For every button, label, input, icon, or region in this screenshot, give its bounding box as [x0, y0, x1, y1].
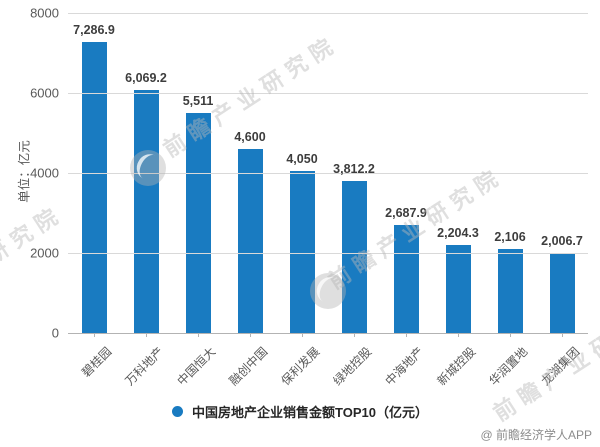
- y-axis-tick-label: 4000: [30, 165, 59, 181]
- y-axis-tick-label: 0: [51, 325, 59, 341]
- bar-slot: 2,106 华润置地: [484, 13, 536, 389]
- x-axis-label: 碧桂园: [78, 344, 115, 380]
- gridline: [68, 253, 588, 254]
- x-axis-tick: [198, 333, 199, 337]
- x-axis-label: 中海地产: [382, 344, 427, 389]
- x-axis-tick: [146, 333, 147, 337]
- bar-slot: 2,204.3 新城控股: [432, 13, 484, 388]
- bar-value-label: 4,600: [234, 130, 266, 144]
- bar-value-label: 2,204.3: [437, 225, 479, 240]
- x-axis-label: 绿地控股: [330, 344, 375, 389]
- bar: [445, 244, 471, 333]
- bar: [497, 248, 523, 333]
- gridline: [68, 93, 588, 94]
- x-axis-tick: [510, 333, 511, 337]
- bar: [341, 180, 367, 333]
- legend: 中国房地产企业销售金额TOP10（亿元）: [0, 402, 600, 421]
- y-axis-tick-label: 2000: [30, 245, 59, 261]
- bar: [133, 90, 159, 333]
- bar-value-label: 5,511: [182, 93, 214, 108]
- x-axis-tick: [458, 333, 459, 337]
- bar: [393, 225, 419, 333]
- bars-row: 7,286.9 碧桂园 6,069.2 万科地产 5,511 中国恒大 4,600 融创中国 4…: [68, 13, 588, 389]
- x-axis-tick: [250, 333, 251, 337]
- bar-slot: 5,511 中国恒大: [172, 13, 224, 389]
- bar-value-label: 2,687.9: [385, 206, 427, 221]
- bar: [549, 252, 575, 333]
- x-axis-label: 中国恒大: [174, 344, 219, 389]
- legend-marker-icon: [172, 406, 184, 417]
- bar-slot: 2,687.9 中海地产: [380, 13, 432, 388]
- gridline: [68, 173, 588, 174]
- bar-value-label: 2,006.7: [541, 233, 583, 248]
- x-axis-label: 万科地产: [122, 344, 167, 389]
- legend-label: 中国房地产企业销售金额TOP10（亿元）: [192, 405, 428, 420]
- watermark-text: 前瞻产业研究院: [0, 200, 68, 333]
- bar-value-label: 6,069.2: [125, 71, 167, 86]
- plot-area: 7,286.9 碧桂园 6,069.2 万科地产 5,511 中国恒大 4,600 融创中国 4…: [30, 6, 588, 389]
- bar: [81, 41, 107, 333]
- bar-value-label: 4,050: [286, 152, 318, 166]
- bar-slot: 6,069.2 万科地产: [120, 13, 172, 388]
- x-axis-label: 华润置地: [486, 344, 531, 389]
- bar-slot: 3,812.2 绿地控股: [328, 13, 380, 389]
- bar-value-label: 2,106: [494, 229, 526, 244]
- x-axis-tick: [406, 333, 407, 337]
- bar: [185, 112, 211, 333]
- x-axis-label: 融创中国: [226, 344, 271, 389]
- x-axis-tick: [354, 333, 355, 337]
- x-axis-label: 龙湖集团: [538, 344, 583, 389]
- y-axis-tick-label: 6000: [30, 85, 59, 101]
- bar-slot: 7,286.9 碧桂园: [68, 13, 120, 380]
- x-axis-line: [68, 333, 588, 334]
- bar: [289, 171, 315, 333]
- bar: [237, 149, 263, 333]
- bar-value-label: 7,286.9: [73, 22, 115, 37]
- bar-slot: 4,600 融创中国: [224, 13, 276, 388]
- x-axis-tick: [562, 333, 563, 337]
- bar-slot: 4,050 保利发展: [276, 13, 328, 388]
- y-axis-tick-label: 8000: [30, 5, 59, 21]
- bar-slot: 2,006.7 龙湖集团: [536, 13, 588, 389]
- x-axis-tick: [302, 333, 303, 337]
- x-axis-label: 新城控股: [434, 344, 479, 389]
- source-credit: @ 前瞻经济学人APP: [480, 428, 592, 442]
- bar-value-label: 3,812.2: [333, 161, 375, 176]
- gridline: [68, 13, 588, 14]
- x-axis-label: 保利发展: [278, 344, 323, 389]
- x-axis-tick: [94, 333, 95, 337]
